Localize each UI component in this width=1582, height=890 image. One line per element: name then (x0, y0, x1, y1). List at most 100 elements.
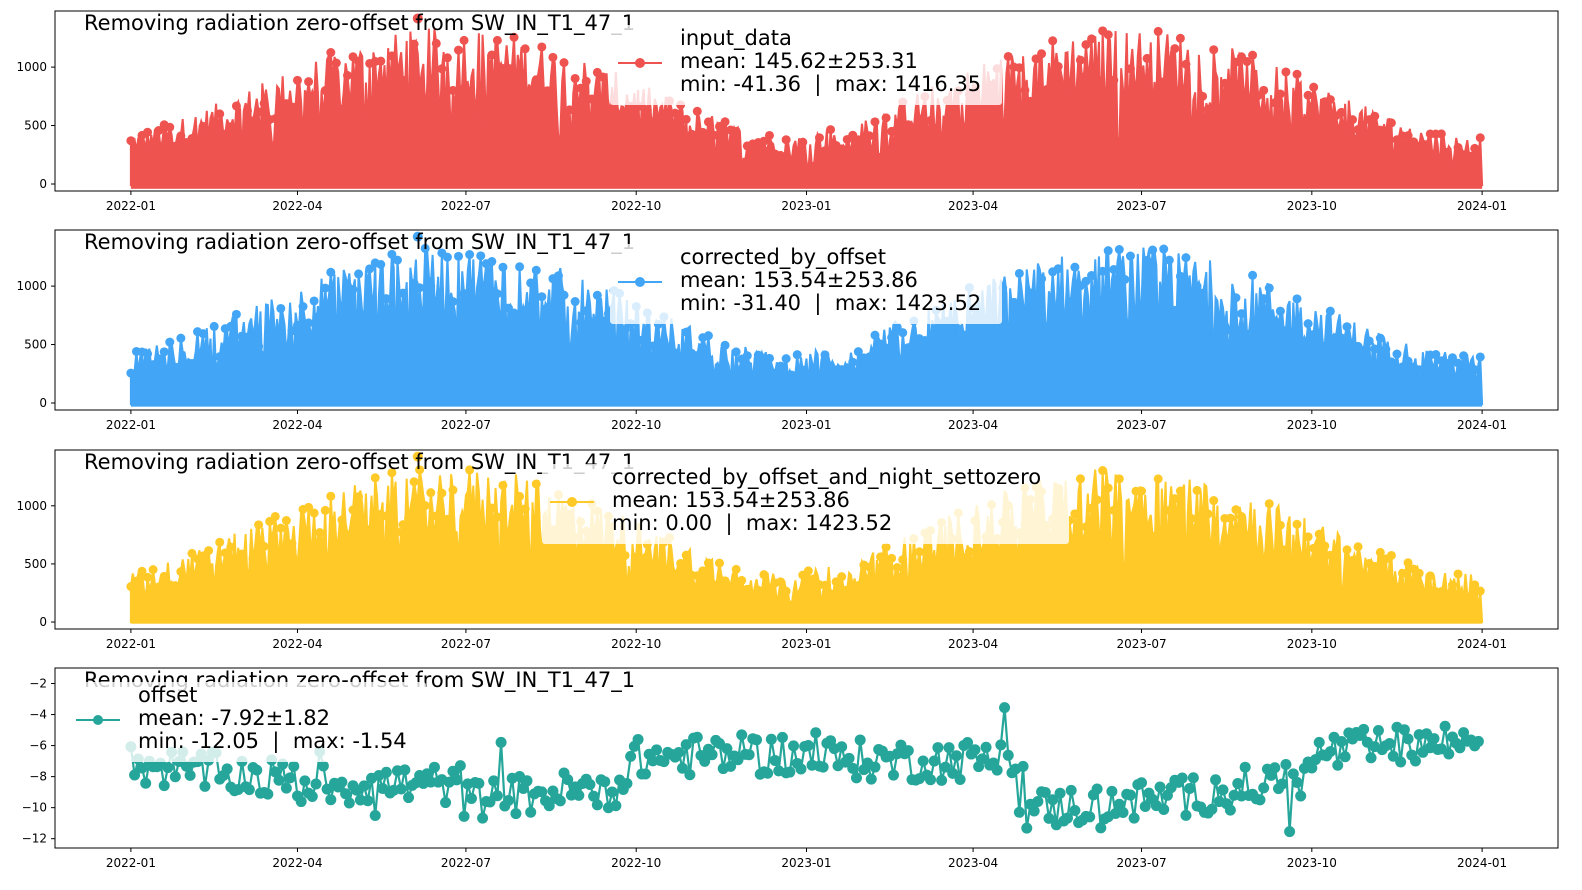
data-point (1470, 580, 1480, 590)
data-point (1158, 804, 1170, 816)
data-point (370, 473, 380, 483)
data-point (159, 571, 169, 581)
data-point (1187, 513, 1196, 523)
data-point (259, 541, 269, 551)
y-tick-label: 1000 (16, 499, 47, 513)
data-point (969, 744, 981, 756)
legend-series-name: offset (138, 683, 197, 707)
legend-series-name: corrected_by_offset_and_night_settozero (612, 465, 1041, 490)
data-point (703, 558, 713, 568)
data-point (440, 797, 452, 809)
data-point (706, 749, 718, 761)
data-point (1125, 251, 1135, 261)
data-point (620, 550, 630, 560)
data-point (1325, 95, 1335, 105)
data-point (1298, 337, 1308, 347)
data-point (465, 92, 475, 102)
data-point (170, 581, 180, 591)
data-point (1214, 131, 1224, 141)
x-tick-label: 2022-07 (441, 637, 491, 651)
data-point (1053, 61, 1063, 71)
data-point (1314, 335, 1324, 345)
data-point (1428, 733, 1440, 745)
data-point (1398, 568, 1408, 578)
data-point (887, 553, 897, 563)
data-point (476, 136, 486, 146)
y-tick-label: −10 (22, 801, 47, 815)
data-point (380, 766, 392, 778)
data-point (1320, 541, 1330, 551)
series-baseline (130, 181, 1483, 189)
data-point (673, 746, 685, 758)
data-point (143, 349, 153, 359)
data-point (998, 117, 1008, 127)
data-point (964, 547, 974, 557)
data-point (537, 555, 547, 565)
y-tick-label: 1000 (16, 60, 47, 74)
data-point (262, 788, 274, 800)
data-point (948, 116, 958, 126)
data-point (1153, 474, 1163, 484)
data-point (420, 243, 430, 253)
data-point (498, 262, 508, 272)
data-point (1275, 306, 1285, 316)
data-point (154, 126, 164, 136)
data-point (570, 297, 580, 307)
data-point (1298, 126, 1308, 136)
data-point (1021, 822, 1033, 834)
data-point (1370, 561, 1380, 571)
data-point (559, 290, 569, 300)
data-point (542, 86, 552, 96)
chart-panel-4: 2022-01 2022-04 2022-07 2022-10 2023-01 2023-… (22, 667, 1559, 870)
data-point (1106, 785, 1118, 797)
data-point (1280, 758, 1292, 770)
data-point (1386, 550, 1396, 560)
x-tick-label: 2022-07 (441, 418, 491, 432)
data-point (848, 357, 858, 367)
data-point (953, 324, 963, 334)
data-point (764, 353, 774, 363)
data-point (1336, 333, 1346, 343)
chart-title: Removing radiation zero-offset from SW_I… (84, 230, 635, 255)
data-point (1109, 75, 1119, 85)
data-point (1303, 90, 1313, 100)
data-point (926, 346, 936, 356)
data-point (543, 800, 555, 812)
data-point (448, 485, 458, 495)
data-point (731, 126, 741, 136)
data-point (387, 468, 397, 478)
data-point (870, 592, 880, 602)
data-point (898, 555, 908, 565)
data-point (598, 316, 608, 326)
data-point (737, 575, 747, 585)
data-point (1270, 98, 1280, 108)
data-point (565, 105, 575, 115)
data-point (1047, 794, 1059, 806)
data-point (959, 552, 969, 562)
data-point (369, 810, 381, 822)
data-point (1443, 748, 1455, 760)
data-point (751, 734, 763, 746)
data-point (1180, 809, 1192, 821)
data-point (381, 97, 391, 107)
data-point (1239, 761, 1251, 773)
data-point (454, 45, 464, 55)
data-point (1332, 759, 1344, 771)
data-point (1386, 118, 1396, 128)
legend-stat-line: min: -12.05 | max: -1.54 (138, 729, 407, 754)
data-point (531, 265, 541, 275)
data-point (1295, 790, 1307, 802)
data-point (143, 127, 153, 137)
data-point (687, 129, 697, 139)
data-point (437, 64, 447, 74)
data-point (1117, 806, 1129, 818)
data-point (326, 491, 336, 501)
data-point (1348, 555, 1358, 565)
data-point (1298, 554, 1308, 564)
data-point (187, 548, 197, 558)
x-tick-label: 2023-04 (948, 418, 998, 432)
data-point (1120, 91, 1130, 101)
data-point (1206, 803, 1218, 815)
data-point (488, 775, 500, 787)
data-point (626, 583, 636, 593)
